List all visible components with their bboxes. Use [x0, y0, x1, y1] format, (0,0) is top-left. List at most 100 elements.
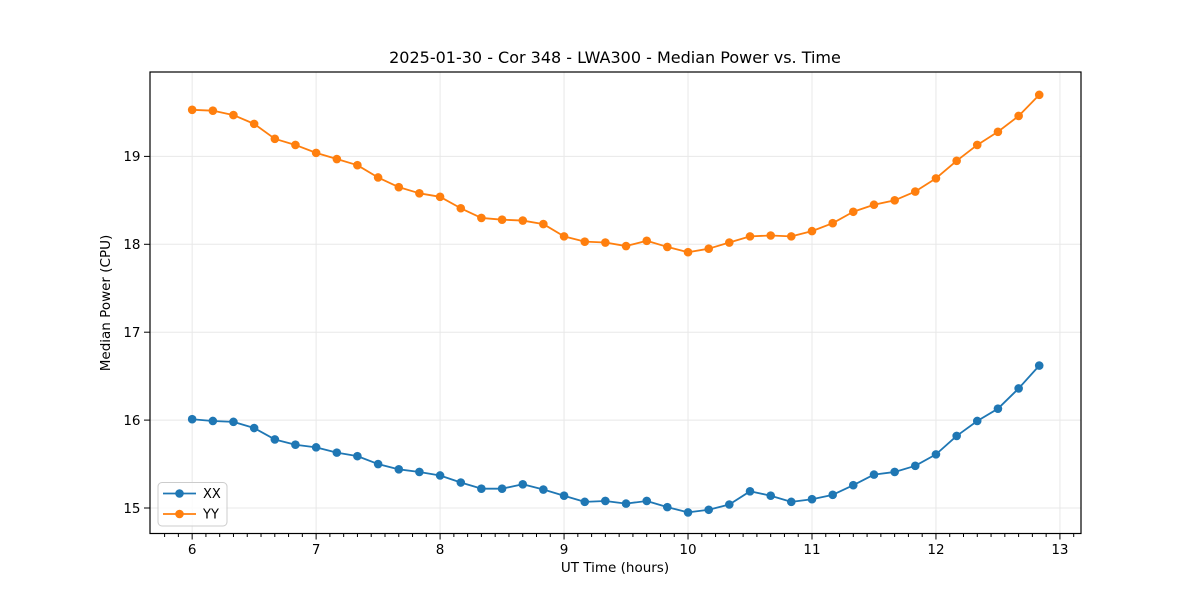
- data-point-xx: [807, 494, 817, 504]
- data-point-xx: [601, 496, 610, 506]
- data-point-yy: [477, 213, 486, 223]
- data-point-xx: [394, 465, 404, 474]
- data-point-yy: [786, 232, 796, 241]
- legend-marker-xx: [175, 489, 184, 498]
- data-point-xx: [745, 487, 755, 496]
- data-point-yy: [952, 156, 961, 166]
- data-point-xx: [931, 450, 941, 459]
- data-point-yy: [663, 242, 672, 252]
- legend-label-xx: XX: [203, 487, 221, 502]
- data-point-yy: [539, 219, 548, 229]
- series-line-yy: [192, 94, 1040, 254]
- data-point-yy: [972, 140, 982, 150]
- chart-title: 2025-01-30 - Cor 348 - LWA300 - Median P…: [389, 48, 841, 67]
- data-point-xx: [1014, 384, 1023, 393]
- data-point-yy: [828, 218, 837, 228]
- data-point-xx: [993, 404, 1003, 413]
- y-tick-label-18: 18: [123, 237, 140, 253]
- data-point-xx: [663, 502, 672, 512]
- plot-border: [149, 71, 1082, 535]
- data-point-xx: [435, 471, 445, 480]
- data-point-xx: [704, 505, 714, 515]
- data-point-yy: [353, 160, 362, 170]
- data-point-xx: [415, 467, 424, 477]
- data-point-yy: [1034, 90, 1044, 100]
- data-point-xx: [539, 485, 548, 494]
- data-point-yy: [869, 200, 879, 210]
- data-point-xx: [559, 491, 569, 501]
- data-point-xx: [642, 496, 652, 506]
- legend-label-yy: YY: [202, 508, 219, 523]
- data-point-yy: [807, 226, 817, 236]
- data-point-yy: [394, 182, 404, 192]
- x-tick-label-13: 13: [1051, 542, 1068, 558]
- data-point-yy: [415, 189, 424, 198]
- data-point-xx: [208, 416, 218, 426]
- data-point-xx: [291, 440, 300, 450]
- data-point-yy: [993, 127, 1003, 137]
- series-layer: [187, 90, 1044, 517]
- data-point-yy: [332, 154, 342, 164]
- data-point-xx: [952, 431, 961, 441]
- data-point-xx: [683, 508, 693, 517]
- data-point-yy: [291, 140, 300, 150]
- data-point-yy: [580, 237, 590, 246]
- y-tick-label-19: 19: [123, 149, 140, 165]
- data-point-yy: [249, 119, 259, 129]
- legend-marker-yy: [175, 509, 184, 519]
- data-point-yy: [456, 203, 466, 213]
- data-point-xx: [580, 497, 590, 507]
- data-point-yy: [518, 216, 528, 225]
- data-point-yy: [601, 238, 610, 247]
- x-tick-label-9: 9: [560, 542, 569, 558]
- grid-layer: [150, 72, 1081, 534]
- x-axis-label: UT Time (hours): [561, 560, 669, 576]
- data-point-xx: [621, 499, 631, 508]
- x-tick-label-10: 10: [679, 542, 696, 558]
- x-tick-label-12: 12: [927, 542, 944, 558]
- data-point-yy: [745, 232, 755, 241]
- data-point-xx: [828, 490, 837, 500]
- data-point-xx: [353, 451, 362, 461]
- data-point-yy: [910, 187, 920, 196]
- data-point-yy: [208, 106, 218, 115]
- legend: XX YY: [157, 482, 228, 527]
- x-tick-label-8: 8: [436, 542, 445, 558]
- data-point-yy: [311, 148, 321, 158]
- data-point-yy: [1014, 111, 1023, 121]
- data-point-yy: [621, 241, 631, 251]
- data-point-yy: [229, 110, 238, 120]
- data-point-yy: [766, 231, 776, 240]
- data-point-xx: [518, 479, 528, 489]
- data-point-xx: [311, 443, 321, 452]
- data-point-xx: [766, 491, 776, 501]
- data-point-xx: [497, 484, 507, 493]
- data-point-xx: [869, 470, 879, 479]
- data-point-yy: [642, 236, 652, 246]
- data-point-xx: [270, 435, 280, 444]
- data-point-yy: [725, 238, 734, 247]
- data-point-yy: [931, 174, 941, 183]
- data-point-yy: [559, 232, 569, 241]
- data-point-xx: [890, 467, 899, 477]
- data-point-yy: [890, 196, 899, 205]
- series-line-xx: [192, 364, 1040, 514]
- y-axis-label: Median Power (CPU): [98, 235, 114, 371]
- data-point-yy: [373, 173, 383, 182]
- x-tick-label-11: 11: [803, 542, 820, 558]
- data-point-yy: [704, 244, 714, 253]
- x-tick-label-6: 6: [188, 542, 197, 558]
- data-point-yy: [435, 192, 445, 202]
- data-point-xx: [187, 414, 197, 424]
- data-point-yy: [497, 215, 507, 224]
- y-tick-label-16: 16: [123, 413, 140, 429]
- data-point-xx: [332, 448, 342, 457]
- data-point-xx: [229, 417, 238, 427]
- data-point-yy: [848, 207, 858, 217]
- data-point-xx: [910, 461, 920, 471]
- data-point-yy: [270, 134, 280, 144]
- y-tick-label-17: 17: [123, 325, 140, 341]
- axes-layer: 6 7 8 9 10 11 12 13 15 16 17 18 19: [123, 71, 1082, 558]
